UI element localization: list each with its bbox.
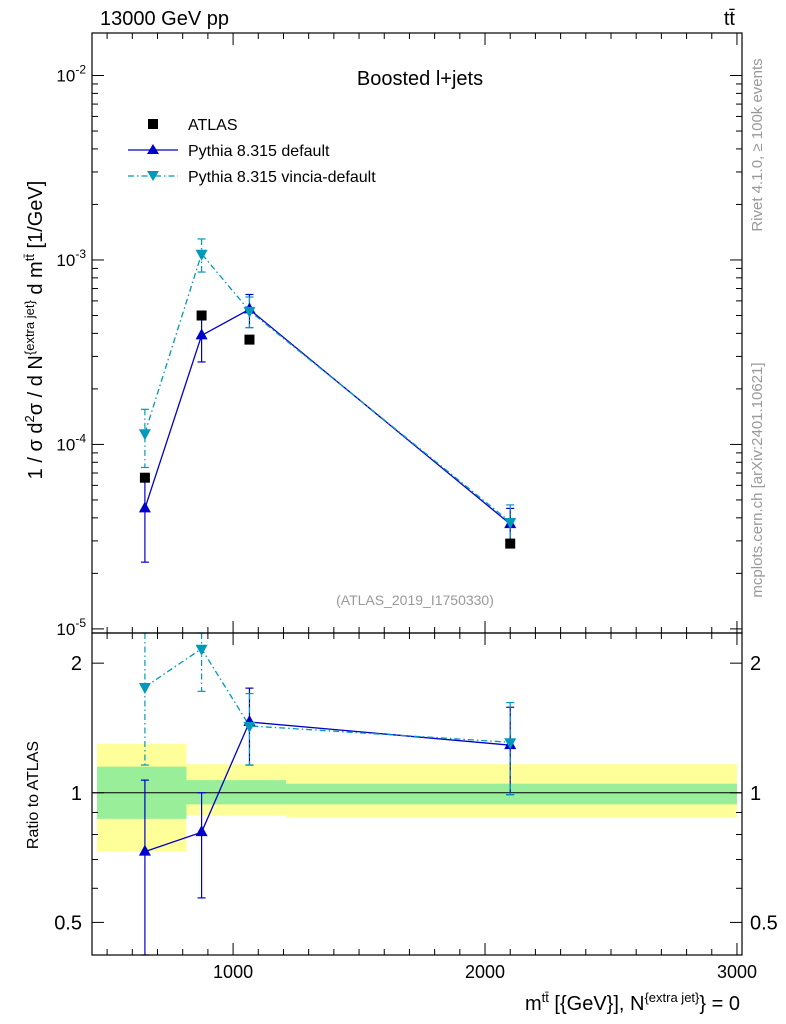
ratio-point-pythia-8-315-vincia-default: [504, 738, 517, 750]
x-axis-title: mtt̄ [{GeV}], N{extra jet}} = 0: [525, 990, 740, 1015]
top-y-tick-label: 10-4: [56, 431, 86, 454]
ratio-point-pythia-8-315-default: [138, 844, 151, 856]
energy-label: 13000 GeV pp: [100, 8, 229, 30]
band-inner-2: [285, 783, 737, 805]
point-pythia-8-315-vincia-default: [243, 306, 256, 318]
line-pythia-8-315-vincia-default: [144, 252, 511, 523]
ratio-y-axis-title: Ratio to ATLAS: [25, 741, 42, 849]
top-y-axis-title: 1 / σ d2σ / d N{extra jet} d mtt̄ [1/GeV…: [22, 181, 47, 480]
ratio-line-pythia-8-315-default: [144, 721, 511, 853]
legend-label-pythia-default: Pythia 8.315 default: [188, 143, 330, 160]
legend-label-atlas: ATLAS: [188, 117, 238, 134]
ratio-point-pythia-8-315-vincia-default: [195, 644, 208, 656]
mcplots-label: mcplots.cern.ch [arXiv:2401.10621]: [749, 362, 766, 597]
point-pythia-8-315-default: [195, 328, 208, 340]
ratio-plot-frame: [91, 632, 743, 956]
legend-label-vincia: Pythia 8.315 vincia-default: [188, 169, 376, 186]
x-tick-label: 3000: [717, 962, 757, 982]
ratio-y-tick-label: 1: [71, 783, 82, 805]
process-label: tt̄: [724, 8, 736, 30]
point-atlas: [196, 310, 207, 321]
top-y-tick-label: 10-5: [56, 616, 86, 639]
ratio-point-pythia-8-315-default: [195, 825, 208, 837]
legend: ATLAS Pythia 8.315 default Pythia 8.315 …: [128, 117, 376, 186]
ratio-point-pythia-8-315-vincia-default: [243, 721, 256, 733]
ratio-y-tick-label-right: 2: [750, 653, 761, 675]
ratio-y-tick-label: 2: [71, 653, 82, 675]
top-y-tick-label: 10-3: [56, 247, 86, 270]
top-y-tick-label: 10-2: [56, 63, 86, 86]
ratio-uncertainty-bands: [92, 743, 742, 852]
x-tick-label: 2000: [465, 962, 505, 982]
axes-frames: [91, 32, 743, 956]
ratio-y-tick-label-right: 0.5: [750, 912, 778, 934]
x-tick-label: 1000: [213, 962, 253, 982]
chart-title: Boosted l+jets: [357, 68, 483, 90]
point-pythia-8-315-vincia-default: [195, 249, 208, 261]
point-atlas: [139, 472, 150, 483]
ratio-line-pythia-8-315-vincia-default: [144, 647, 511, 743]
point-atlas: [244, 334, 255, 345]
ratio-y-tick-label: 0.5: [54, 912, 82, 934]
legend-marker-atlas: [148, 119, 158, 129]
legend-marker-pythia-default: [147, 144, 159, 154]
ratio-y-tick-label-right: 1: [750, 783, 761, 805]
point-pythia-8-315-default: [138, 501, 151, 513]
analysis-tag: (ATLAS_2019_I1750330): [336, 592, 494, 608]
point-pythia-8-315-vincia-default: [504, 517, 517, 529]
ratio-point-pythia-8-315-vincia-default: [138, 683, 151, 695]
rivet-label: Rivet 4.1.0, ≥ 100k events: [749, 58, 766, 231]
legend-marker-vincia: [147, 171, 159, 181]
point-atlas: [505, 538, 516, 549]
point-pythia-8-315-vincia-default: [138, 429, 151, 441]
line-pythia-8-315-default: [144, 308, 511, 525]
